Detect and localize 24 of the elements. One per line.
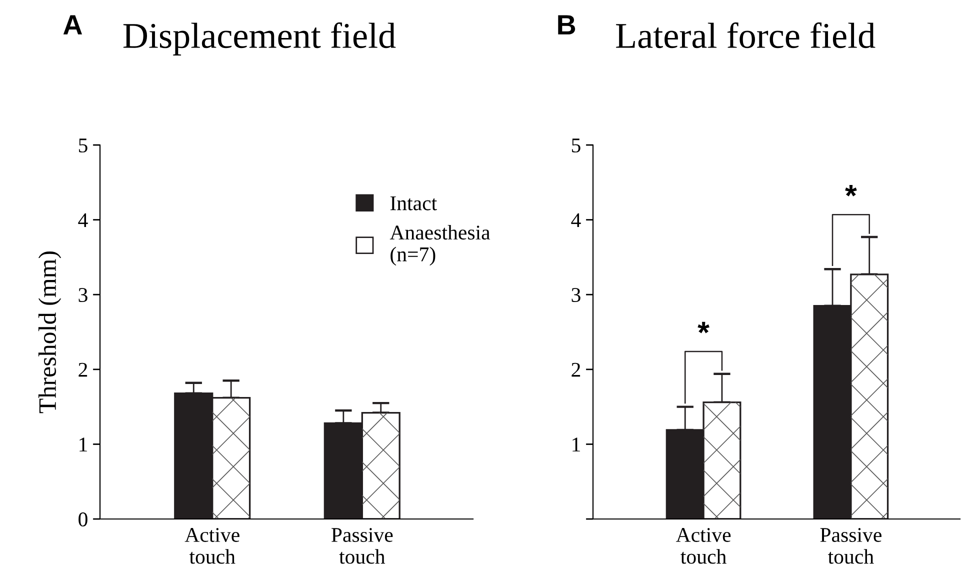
text: A xyxy=(63,15,82,34)
y-tick-label: 1 xyxy=(80,438,87,452)
text: B xyxy=(558,15,576,34)
y-tick-label: 5 xyxy=(572,138,580,152)
x-tick-label: Active touch xyxy=(184,528,240,564)
chart-title: Lateral force field xyxy=(616,22,876,48)
annotation: * xyxy=(698,322,710,334)
y-tick-label: 0 xyxy=(78,512,88,526)
y-axis-title: Threshold (mm) xyxy=(38,252,62,414)
y-tick-label: 4 xyxy=(571,213,581,228)
legend-label: Anaesthesia (n=7) xyxy=(390,224,490,266)
x-tick-label: Passive touch xyxy=(820,528,882,564)
legend-label: Intact xyxy=(390,196,437,210)
y-tick-label: 3 xyxy=(572,288,580,302)
x-tick-label: Active touch xyxy=(676,528,731,564)
y-tick-label: 3 xyxy=(78,288,88,302)
y-tick-label: 4 xyxy=(78,213,88,228)
chart-title: Displacement field xyxy=(123,22,396,56)
x-tick-label: Passive touch xyxy=(331,528,393,564)
y-tick-label: 2 xyxy=(572,362,580,377)
y-tick-label: 2 xyxy=(78,362,88,377)
y-tick-label: 1 xyxy=(572,438,580,452)
annotation: * xyxy=(845,184,857,196)
y-tick-label: 5 xyxy=(78,138,88,152)
